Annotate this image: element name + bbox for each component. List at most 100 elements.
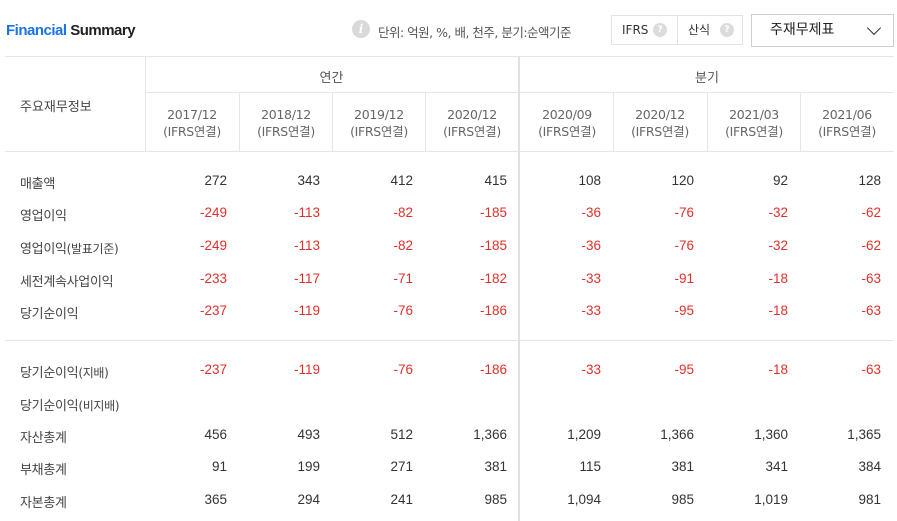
row-label-main: 당기순이익 (20, 307, 79, 322)
table-cell: -249 (199, 205, 227, 220)
row-label-main: 세전계속사업이익 (20, 275, 114, 290)
period-basis: (IFRS연결) (818, 124, 876, 139)
row-label: 당기순이익(지배) (20, 362, 109, 381)
table-cell: -76 (393, 303, 413, 318)
row-label-main: 영업이익 (20, 242, 67, 257)
period-basis: (IFRS연결) (257, 124, 315, 139)
table-cell: 199 (297, 459, 320, 474)
period-header: 2020/12 (IFRS연결) (613, 106, 707, 140)
table-cell: -33 (581, 362, 601, 377)
period-date: 2021/06 (822, 107, 872, 122)
row-label-main: 부채총계 (20, 463, 67, 478)
ifrs-formula-toggle: IFRS ? 산식 ? (611, 15, 743, 45)
table-cell: -182 (479, 271, 507, 286)
row-label-sub: (지배) (78, 366, 109, 380)
row-label: 영업이익 (20, 205, 67, 224)
table-cell: -76 (674, 205, 694, 220)
period-date: 2019/12 (354, 107, 404, 122)
table-cell: 415 (484, 173, 507, 188)
column-divider (800, 92, 801, 151)
table-cell: 1,365 (847, 427, 881, 442)
period-header: 2019/12 (IFRS연결) (332, 106, 426, 140)
table-cell: 341 (765, 459, 788, 474)
period-header: 2021/03 (IFRS연결) (707, 106, 801, 140)
table-cell: -237 (199, 362, 227, 377)
statement-type-select[interactable]: 주재무제표 (751, 14, 894, 47)
table-cell: -185 (479, 238, 507, 253)
table-cell: -82 (393, 238, 413, 253)
formula-toggle-button[interactable]: 산식 ? (678, 16, 743, 44)
period-date: 2020/09 (542, 107, 592, 122)
table-cell: 1,366 (473, 427, 507, 442)
table-cell: -18 (768, 362, 788, 377)
table-cell: 92 (772, 173, 788, 188)
column-divider (239, 92, 240, 151)
table-cell: 384 (858, 459, 881, 474)
help-icon[interactable]: ? (653, 23, 667, 37)
table-cell: 272 (204, 173, 227, 188)
ifrs-toggle-button[interactable]: IFRS ? (612, 16, 678, 44)
table-cell: -95 (674, 362, 694, 377)
row-label: 매출액 (20, 173, 55, 192)
chevron-down-icon (866, 20, 882, 36)
unit-note: 단위: 억원, %, 배, 천주, 분기:순액기준 (378, 25, 572, 40)
row-header-label: 주요재무정보 (20, 100, 92, 115)
table-top-border (5, 56, 894, 57)
row-label-main: 자산총계 (20, 431, 67, 446)
table-cell: -32 (768, 238, 788, 253)
table-cell: -18 (768, 303, 788, 318)
table-cell: 381 (671, 459, 694, 474)
table-cell: -18 (768, 271, 788, 286)
table-cell: -117 (293, 271, 320, 286)
row-label: 당기순이익(비지배) (20, 395, 120, 414)
period-basis: (IFRS연결) (631, 124, 689, 139)
group-header-annual: 연간 (319, 71, 344, 86)
period-basis: (IFRS연결) (538, 124, 596, 139)
table-cell: 294 (297, 492, 320, 507)
table-cell: -249 (199, 238, 227, 253)
table-cell: -113 (293, 238, 320, 253)
period-date: 2021/03 (729, 107, 779, 122)
period-date: 2020/12 (447, 107, 497, 122)
column-divider (425, 92, 426, 151)
table-cell: -62 (861, 205, 881, 220)
table-cell: 128 (858, 173, 881, 188)
period-header: 2017/12 (IFRS연결) (145, 106, 239, 140)
table-cell: 456 (204, 427, 227, 442)
section-title: Financial Summary (6, 22, 136, 39)
row-label: 당기순이익 (20, 303, 79, 322)
summary-header: Financial Summary i 단위: 억원, %, 배, 천주, 분기… (0, 0, 897, 56)
table-cell: 412 (390, 173, 413, 188)
table-cell: 241 (390, 492, 413, 507)
financial-summary-table: 주요재무정보 연간 분기 2017/12 (IFRS연결) 2018/12 (IFRS… (5, 56, 894, 521)
period-basis: (IFRS연결) (163, 124, 221, 139)
group-header-quarterly: 분기 (695, 71, 719, 86)
row-label-main: 매출액 (20, 177, 55, 192)
row-label: 부채총계 (20, 459, 67, 478)
table-cell: -33 (581, 303, 601, 318)
row-label-sub: (비지배) (78, 399, 120, 413)
period-header: 2020/12 (IFRS연결) (425, 106, 519, 140)
help-icon[interactable]: ? (720, 23, 734, 37)
table-cell: 985 (484, 492, 507, 507)
table-cell: 981 (858, 492, 881, 507)
table-cell: -36 (581, 238, 601, 253)
period-basis: (IFRS연결) (443, 124, 501, 139)
table-cell: -186 (479, 303, 507, 318)
table-cell: 1,366 (660, 427, 694, 442)
table-cell: -76 (393, 362, 413, 377)
table-cell: -113 (293, 205, 320, 220)
table-cell: 271 (390, 459, 413, 474)
table-cell: -63 (861, 271, 881, 286)
table-cell: 985 (671, 492, 694, 507)
row-label: 세전계속사업이익 (20, 271, 114, 290)
table-cell: 1,209 (567, 427, 601, 442)
table-cell: 120 (671, 173, 694, 188)
table-cell: -119 (293, 303, 320, 318)
table-cell: 1,360 (754, 427, 788, 442)
info-icon[interactable]: i (352, 20, 370, 38)
table-cell: 512 (390, 427, 413, 442)
period-basis: (IFRS연결) (350, 124, 408, 139)
row-label-main: 자본총계 (20, 496, 67, 511)
period-basis: (IFRS연결) (725, 124, 783, 139)
